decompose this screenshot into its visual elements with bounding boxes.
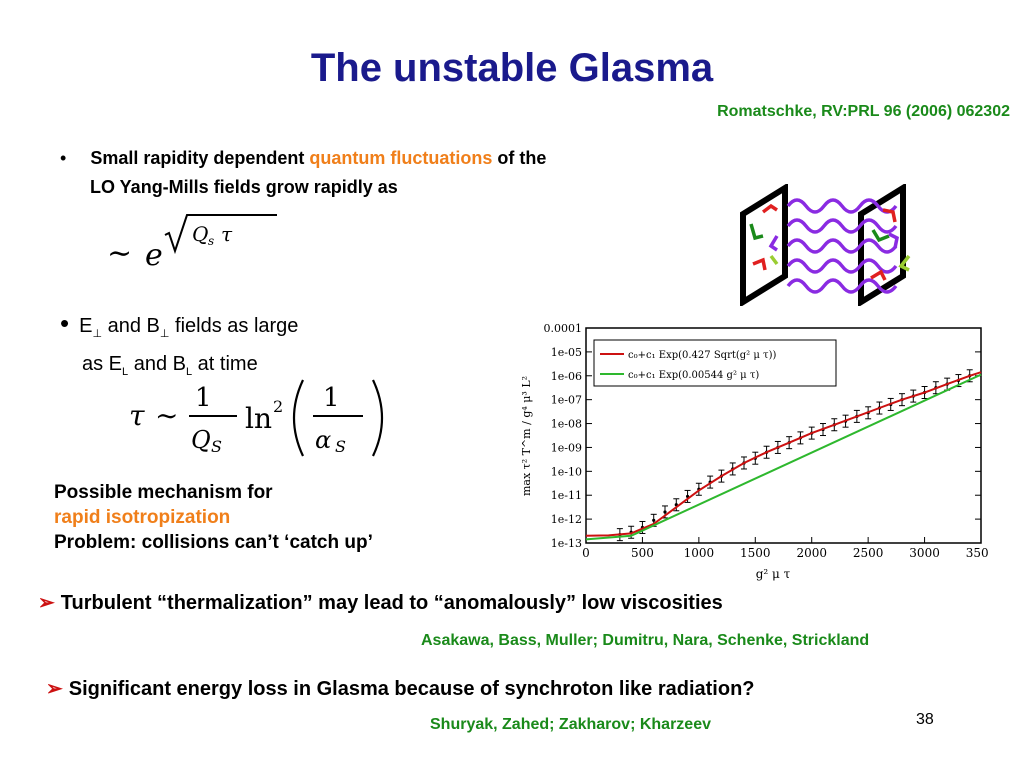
data-point xyxy=(652,518,656,522)
legend-label-red: c₀+c₁ Exp(0.427 Sqrt(g² μ τ)) xyxy=(628,350,776,361)
svg-text:Q: Q xyxy=(192,222,208,246)
quantum-fluctuations-highlight: quantum fluctuations xyxy=(309,148,493,168)
svg-text:1: 1 xyxy=(323,383,340,413)
y-tick-label: 1e-11 xyxy=(551,489,582,502)
arrow-bullet-icon: ➢ xyxy=(38,592,55,614)
page-number: 38 xyxy=(916,711,934,728)
fields-label: fields as large xyxy=(169,315,299,337)
formula-growth-rate: ∼ e Q s τ xyxy=(107,214,277,273)
data-point xyxy=(663,510,667,514)
svg-text:∼: ∼ xyxy=(155,399,178,432)
svg-text:∼: ∼ xyxy=(107,236,132,271)
svg-text:τ: τ xyxy=(221,222,233,246)
reference-asakawa: Asakawa, Bass, Muller; Dumitru, Nara, Sc… xyxy=(421,632,870,649)
bullet1-text-pre: Small rapidity dependent xyxy=(90,148,310,168)
l-subscript: L xyxy=(122,366,129,378)
slide-title: The unstable Glasma xyxy=(310,46,714,90)
mechanism-note: Possible mechanism for rapid isotropizat… xyxy=(54,480,373,555)
l-subscript: L xyxy=(185,366,193,378)
y-tick-label: 0.0001 xyxy=(544,322,583,335)
mechanism-line1: Possible mechanism for xyxy=(54,482,273,503)
right-plate xyxy=(858,184,906,306)
bullet-marker: • xyxy=(60,308,70,338)
arrow-bullet-icon: ➢ xyxy=(46,678,63,700)
bullet-field-strength: • E⊥ and B⊥ fields as large as EL and BL … xyxy=(60,308,298,387)
fit-lines xyxy=(585,371,982,541)
e-perp-label: E xyxy=(79,315,93,337)
linear-fit-line xyxy=(585,373,982,541)
svg-text:s: s xyxy=(208,234,214,248)
x-tick-label: 1500 xyxy=(740,546,771,560)
svg-text:2: 2 xyxy=(273,397,283,416)
y-tick-label: 1e-13 xyxy=(551,537,582,550)
y-ticks: 1e-13 1e-12 1e-11 1e-10 1e-09 1e-08 1e-07 1e-06… xyxy=(544,322,981,550)
y-tick-label: 1e-08 xyxy=(551,418,582,431)
svg-text:τ: τ xyxy=(129,399,145,432)
y-tick-label: 1e-10 xyxy=(551,465,582,478)
x-tick-label: 0 xyxy=(582,546,590,560)
wavy-field-lines xyxy=(786,198,898,294)
svg-text:e: e xyxy=(145,238,163,273)
and-b-longitudinal: and B xyxy=(128,353,186,375)
y-tick-label: 1e-06 xyxy=(551,370,582,383)
y-tick-label: 1e-07 xyxy=(551,394,582,407)
as-e-label: as E xyxy=(82,353,123,375)
formula-time-scale: τ ∼ 1 Q S ln 2 1 α S xyxy=(129,379,384,457)
bullet-quantum-fluctuations: • Small rapidity dependent quantum fluctu… xyxy=(60,144,700,202)
x-tick-label: 3500 xyxy=(966,546,988,560)
x-tick-label: 2500 xyxy=(853,546,884,560)
growth-chart: 1e-13 1e-12 1e-11 1e-10 1e-09 1e-08 1e-07 1e-06… xyxy=(520,322,988,581)
y-tick-label: 1e-05 xyxy=(551,346,582,359)
x-axis-label: g² μ τ xyxy=(756,567,791,581)
bullet-marker: • xyxy=(60,148,67,168)
perp-symbol: ⊥ xyxy=(159,328,170,340)
svg-text:S: S xyxy=(335,437,346,456)
svg-text:S: S xyxy=(211,437,222,456)
y-tick-label: 1e-12 xyxy=(551,513,582,526)
mechanism-line3: Problem: collisions can’t ‘catch up’ xyxy=(54,532,373,553)
point-energy-loss: ➢ Significant energy loss in Glasma becau… xyxy=(46,676,755,701)
svg-text:α: α xyxy=(315,426,331,454)
svg-text:Q: Q xyxy=(191,426,211,454)
x-ticks: 0 500 1000 1500 2000 2500 3000 3500 xyxy=(582,537,988,560)
bullet1-line2: LO Yang-Mills fields grow rapidly as xyxy=(90,177,398,197)
point2-text: Significant energy loss in Glasma becaus… xyxy=(68,678,755,700)
legend: c₀+c₁ Exp(0.427 Sqrt(g² μ τ)) c₀+c₁ Exp(… xyxy=(593,339,837,387)
bullet1-text-post: of the xyxy=(492,148,547,168)
at-time-label: at time xyxy=(192,353,258,375)
legend-label-green: c₀+c₁ Exp(0.00544 g² μ τ) xyxy=(628,370,759,381)
y-axis-label: max τ² T^m / g⁴ μ³ L² xyxy=(520,376,533,496)
point-turbulent-thermalization: ➢ Turbulent “thermalization” may lead to … xyxy=(38,590,723,615)
left-plate xyxy=(740,184,788,306)
and-b-label: and B xyxy=(102,315,160,337)
x-tick-label: 500 xyxy=(631,546,654,560)
mechanism-line2: rapid isotropization xyxy=(54,507,231,528)
reference-romatschke: Romatschke, RV:PRL 96 (2006) 062302 xyxy=(717,103,1010,120)
perp-symbol: ⊥ xyxy=(92,328,103,340)
sqrt-fit-line xyxy=(585,371,982,537)
y-tick-label: 1e-09 xyxy=(551,441,582,454)
x-tick-label: 2000 xyxy=(796,546,827,560)
glasma-illustration xyxy=(740,184,911,306)
x-tick-label: 3000 xyxy=(909,546,940,560)
svg-text:ln: ln xyxy=(245,402,272,435)
reference-shuryak: Shuryak, Zahed; Zakharov; Kharzeev xyxy=(430,716,711,733)
color-charges xyxy=(749,203,911,281)
svg-text:1: 1 xyxy=(195,383,212,413)
point1-text: Turbulent “thermalization” may lead to “… xyxy=(60,592,723,614)
x-tick-label: 1000 xyxy=(684,546,715,560)
